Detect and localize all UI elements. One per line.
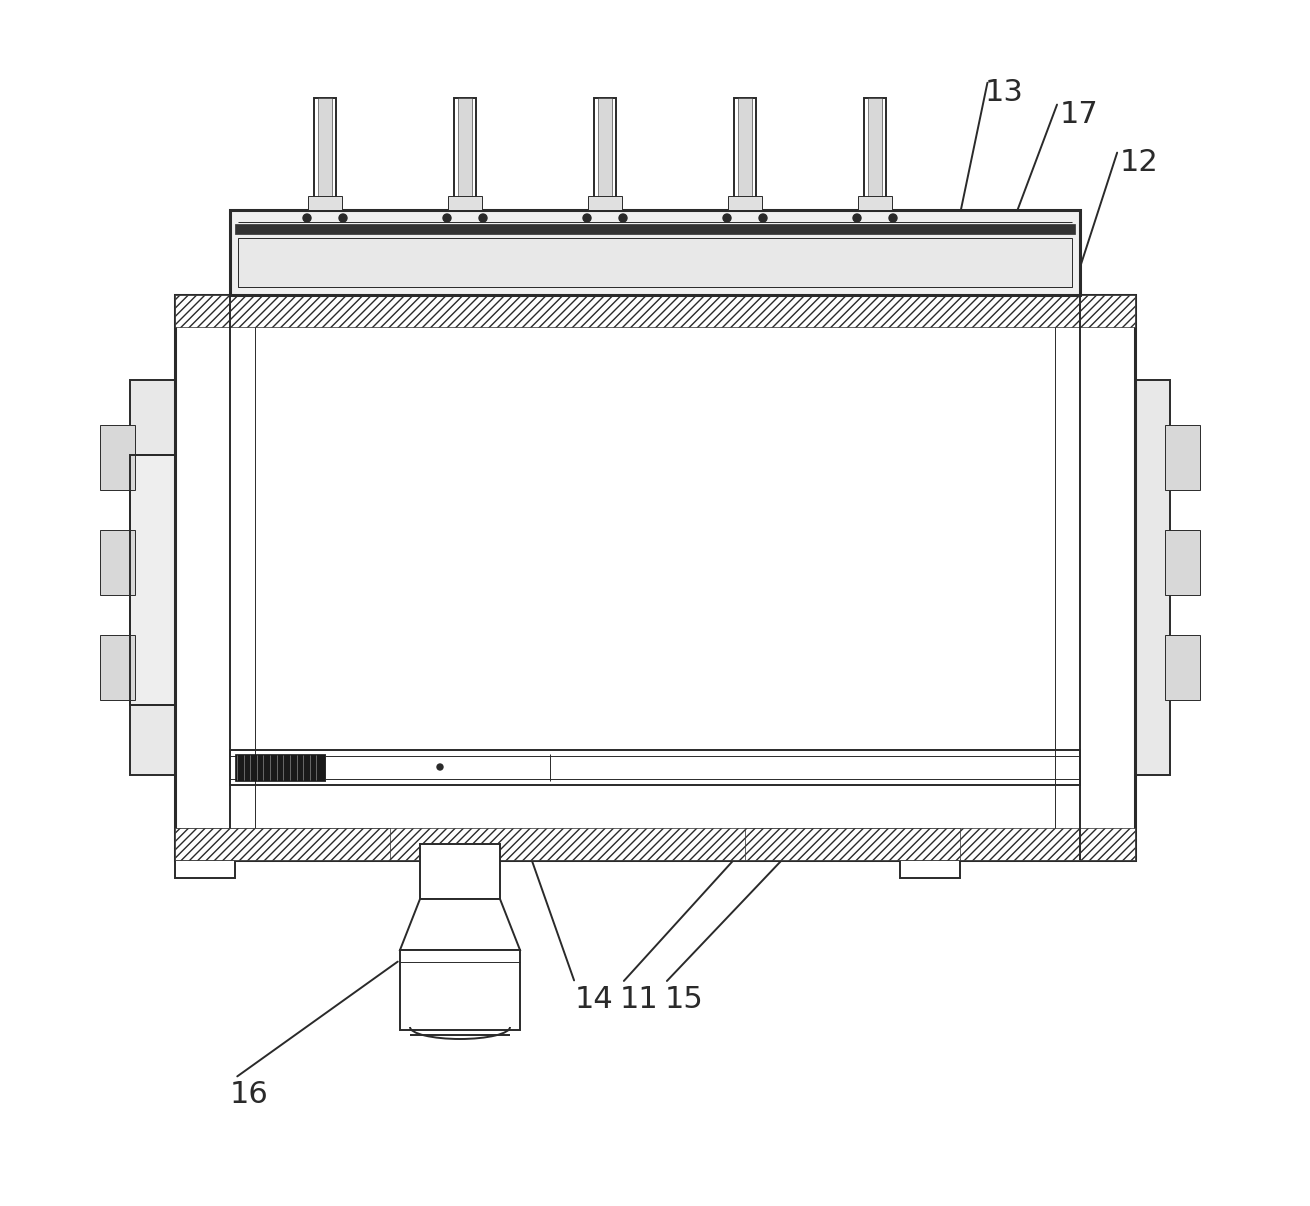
Bar xyxy=(1165,529,1200,595)
Circle shape xyxy=(339,213,347,222)
Bar xyxy=(100,636,135,699)
Polygon shape xyxy=(400,898,520,950)
Text: 11: 11 xyxy=(620,985,659,1014)
Bar xyxy=(1079,295,1134,860)
Bar xyxy=(865,98,886,210)
Bar xyxy=(308,197,342,210)
Bar xyxy=(593,98,616,210)
Bar xyxy=(448,197,482,210)
Bar xyxy=(176,829,390,860)
Bar xyxy=(1165,636,1200,699)
Text: 13: 13 xyxy=(985,78,1024,107)
Bar xyxy=(421,844,500,898)
Bar xyxy=(900,860,960,878)
Bar xyxy=(176,295,1134,860)
Bar xyxy=(238,238,1072,287)
Bar xyxy=(858,197,892,210)
Bar xyxy=(588,197,622,210)
Bar xyxy=(176,295,231,860)
Bar xyxy=(234,224,1076,234)
Circle shape xyxy=(620,213,627,222)
Bar xyxy=(400,950,520,1030)
Text: 15: 15 xyxy=(665,985,703,1014)
Circle shape xyxy=(303,213,310,222)
Bar xyxy=(176,829,1134,860)
Bar xyxy=(738,98,752,201)
Bar xyxy=(745,829,960,860)
Circle shape xyxy=(443,213,451,222)
Circle shape xyxy=(583,213,591,222)
Bar xyxy=(1106,380,1170,775)
Bar xyxy=(314,98,335,210)
Bar xyxy=(728,197,762,210)
Circle shape xyxy=(853,213,861,222)
Bar xyxy=(597,98,612,201)
Text: 12: 12 xyxy=(1120,148,1159,177)
Bar xyxy=(458,98,472,201)
Bar xyxy=(130,380,195,775)
Bar xyxy=(318,98,331,201)
Circle shape xyxy=(758,213,766,222)
Circle shape xyxy=(438,763,443,769)
Bar xyxy=(1165,425,1200,490)
Bar xyxy=(231,210,1079,295)
Text: 17: 17 xyxy=(1060,100,1099,129)
Bar xyxy=(176,295,1134,327)
Bar xyxy=(130,455,176,706)
Bar xyxy=(231,750,1079,785)
Circle shape xyxy=(723,213,731,222)
Text: 16: 16 xyxy=(231,1081,269,1110)
Text: 14: 14 xyxy=(575,985,614,1014)
Circle shape xyxy=(479,213,487,222)
Bar xyxy=(100,425,135,490)
Bar xyxy=(1055,455,1106,706)
Circle shape xyxy=(889,213,897,222)
Bar xyxy=(176,860,234,878)
Bar xyxy=(100,529,135,595)
Bar xyxy=(1055,455,1106,706)
Bar xyxy=(869,98,882,201)
Bar xyxy=(455,98,476,210)
Bar xyxy=(130,455,176,706)
Bar xyxy=(234,754,325,781)
Bar xyxy=(734,98,756,210)
